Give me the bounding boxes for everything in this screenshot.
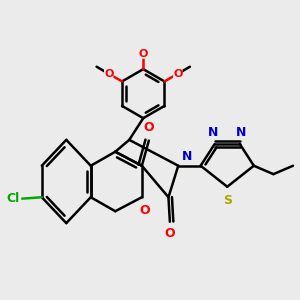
Text: O: O (104, 69, 113, 79)
Text: S: S (223, 194, 232, 207)
Text: O: O (164, 227, 175, 240)
Text: Cl: Cl (6, 192, 20, 205)
Text: O: O (173, 69, 182, 79)
Text: N: N (208, 126, 218, 139)
Text: N: N (236, 126, 246, 139)
Text: O: O (143, 121, 154, 134)
Text: O: O (139, 49, 148, 59)
Text: N: N (182, 150, 192, 163)
Text: O: O (139, 204, 150, 217)
